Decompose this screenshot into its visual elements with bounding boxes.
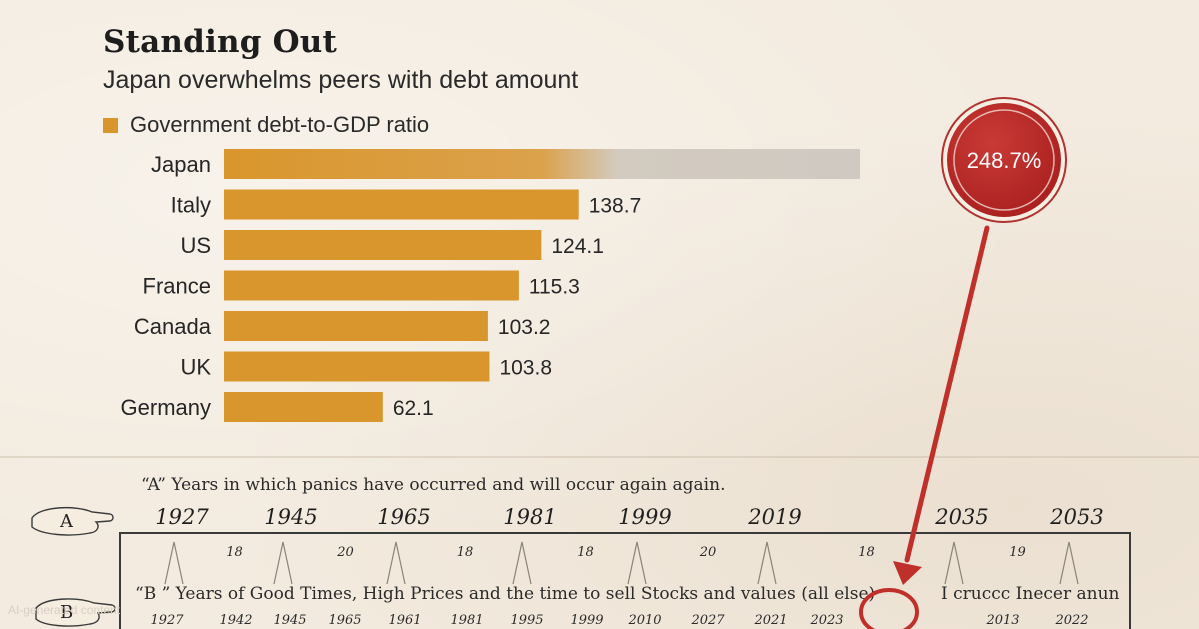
row-a-year: 1927 [155,505,209,529]
value-label: 103.2 [498,316,551,339]
chart-title: Standing Out [103,24,338,60]
japan-callout: 248.7% [941,97,1067,223]
panic-peak [944,541,964,585]
bar-france [224,270,519,301]
bar-canada [224,311,488,341]
callout-circle [947,103,1061,217]
value-label: 115.3 [529,276,580,299]
bar-us [224,230,542,260]
interval-label: 19 [1009,545,1026,560]
value-label: 62.1 [393,397,434,420]
callout-inner-ring [953,109,1055,211]
panic-peak [386,541,406,585]
category-label: Canada [134,314,212,339]
value-label: 124.1 [551,235,604,258]
row-b-year: 1961 [388,613,421,628]
row-b-year: 1981 [450,613,483,628]
panic-peak [757,541,777,585]
red-arrow [859,225,990,629]
bar-germany [224,392,383,422]
row-a-year: 1981 [503,505,556,529]
legend-label: Government debt-to-GDP ratio [130,112,430,137]
row-b-year: 1965 [328,613,361,628]
row-b-year: 2027 [690,613,725,628]
bar-japan [224,149,861,179]
red-arrow-head [893,561,922,585]
interval-label: 18 [226,545,243,560]
row-b-letter: B [60,602,73,623]
legend-swatch [103,117,118,133]
panic-grid-frame [119,532,1131,629]
interval-label: 18 [858,545,875,560]
row-a-year: 2053 [1049,505,1103,529]
row-b-year: 2023 [809,613,843,628]
value-label: 103.8 [499,357,552,380]
row-b-year: 1927 [150,613,184,628]
panic-chart: “A” Years in which panics have occurred … [8,475,1131,629]
row-a-year: 2035 [934,505,988,529]
bars-layer: Japan Italy 138.7 US 124.1 France 115.3 Canada 1… [121,149,861,422]
panic-peak [164,541,184,585]
row-b-year: 1942 [219,613,252,628]
interval-label: 20 [336,545,354,560]
panic-peak [627,541,647,585]
interval-label: 18 [577,545,594,560]
row-b-title: “B ” Years of Good Times, High Prices an… [135,584,875,604]
panic-peak [1059,541,1079,585]
row-b-year: 1945 [273,613,306,628]
panic-peaks [164,541,1079,585]
interval-label: 20 [699,545,717,560]
row-a-letter: A [59,511,74,532]
panic-peak [273,541,293,585]
row-b-year: 2013 [985,613,1019,628]
value-label: 138.7 [589,195,642,218]
category-label: Italy [171,193,211,218]
row-b-year: 1995 [510,613,543,628]
row-a-year: 1945 [264,505,317,529]
row-a-title: “A” Years in which panics have occurred … [141,475,725,495]
interval-labels: 18 20 18 18 20 18 19 [226,545,1026,560]
bar-uk [224,351,490,382]
pointing-hand-b-icon: B [35,598,116,627]
row-b-garbled-text: I cruccc Inecer anun [941,584,1120,604]
row-a-years: 1927 1945 1965 1981 1999 2019 2035 2053 [155,505,1103,529]
bar-italy [224,189,579,220]
category-label: Japan [151,152,211,177]
row-b-year: 1999 [570,613,603,628]
row-b-year: 2010 [627,613,661,628]
row-a-year: 1999 [618,505,671,529]
row-b-years: 1927 1942 1945 1965 1961 1981 1995 1999 2010 2027… [150,613,1088,628]
pointing-hand-a-icon: A [31,506,114,536]
japan-value-label: 248.7% [967,148,1042,173]
interval-label: 18 [457,545,474,560]
red-arrow-shaft [904,225,990,563]
watermark: AI-generated content [8,603,121,617]
panic-peak [512,541,532,585]
row-a-year: 1965 [377,505,430,529]
category-label: France [143,274,211,299]
category-label: Germany [121,395,211,420]
category-label: US [180,233,211,258]
row-b-year: 2021 [753,613,787,628]
chart-subtitle: Japan overwhelms peers with debt amount [103,66,579,94]
row-a-year: 2019 [747,505,801,529]
category-label: UK [180,355,211,380]
legend: Government debt-to-GDP ratio [103,112,429,138]
row-b-year: 2022 [1054,613,1088,628]
red-circle-marker [859,588,919,629]
